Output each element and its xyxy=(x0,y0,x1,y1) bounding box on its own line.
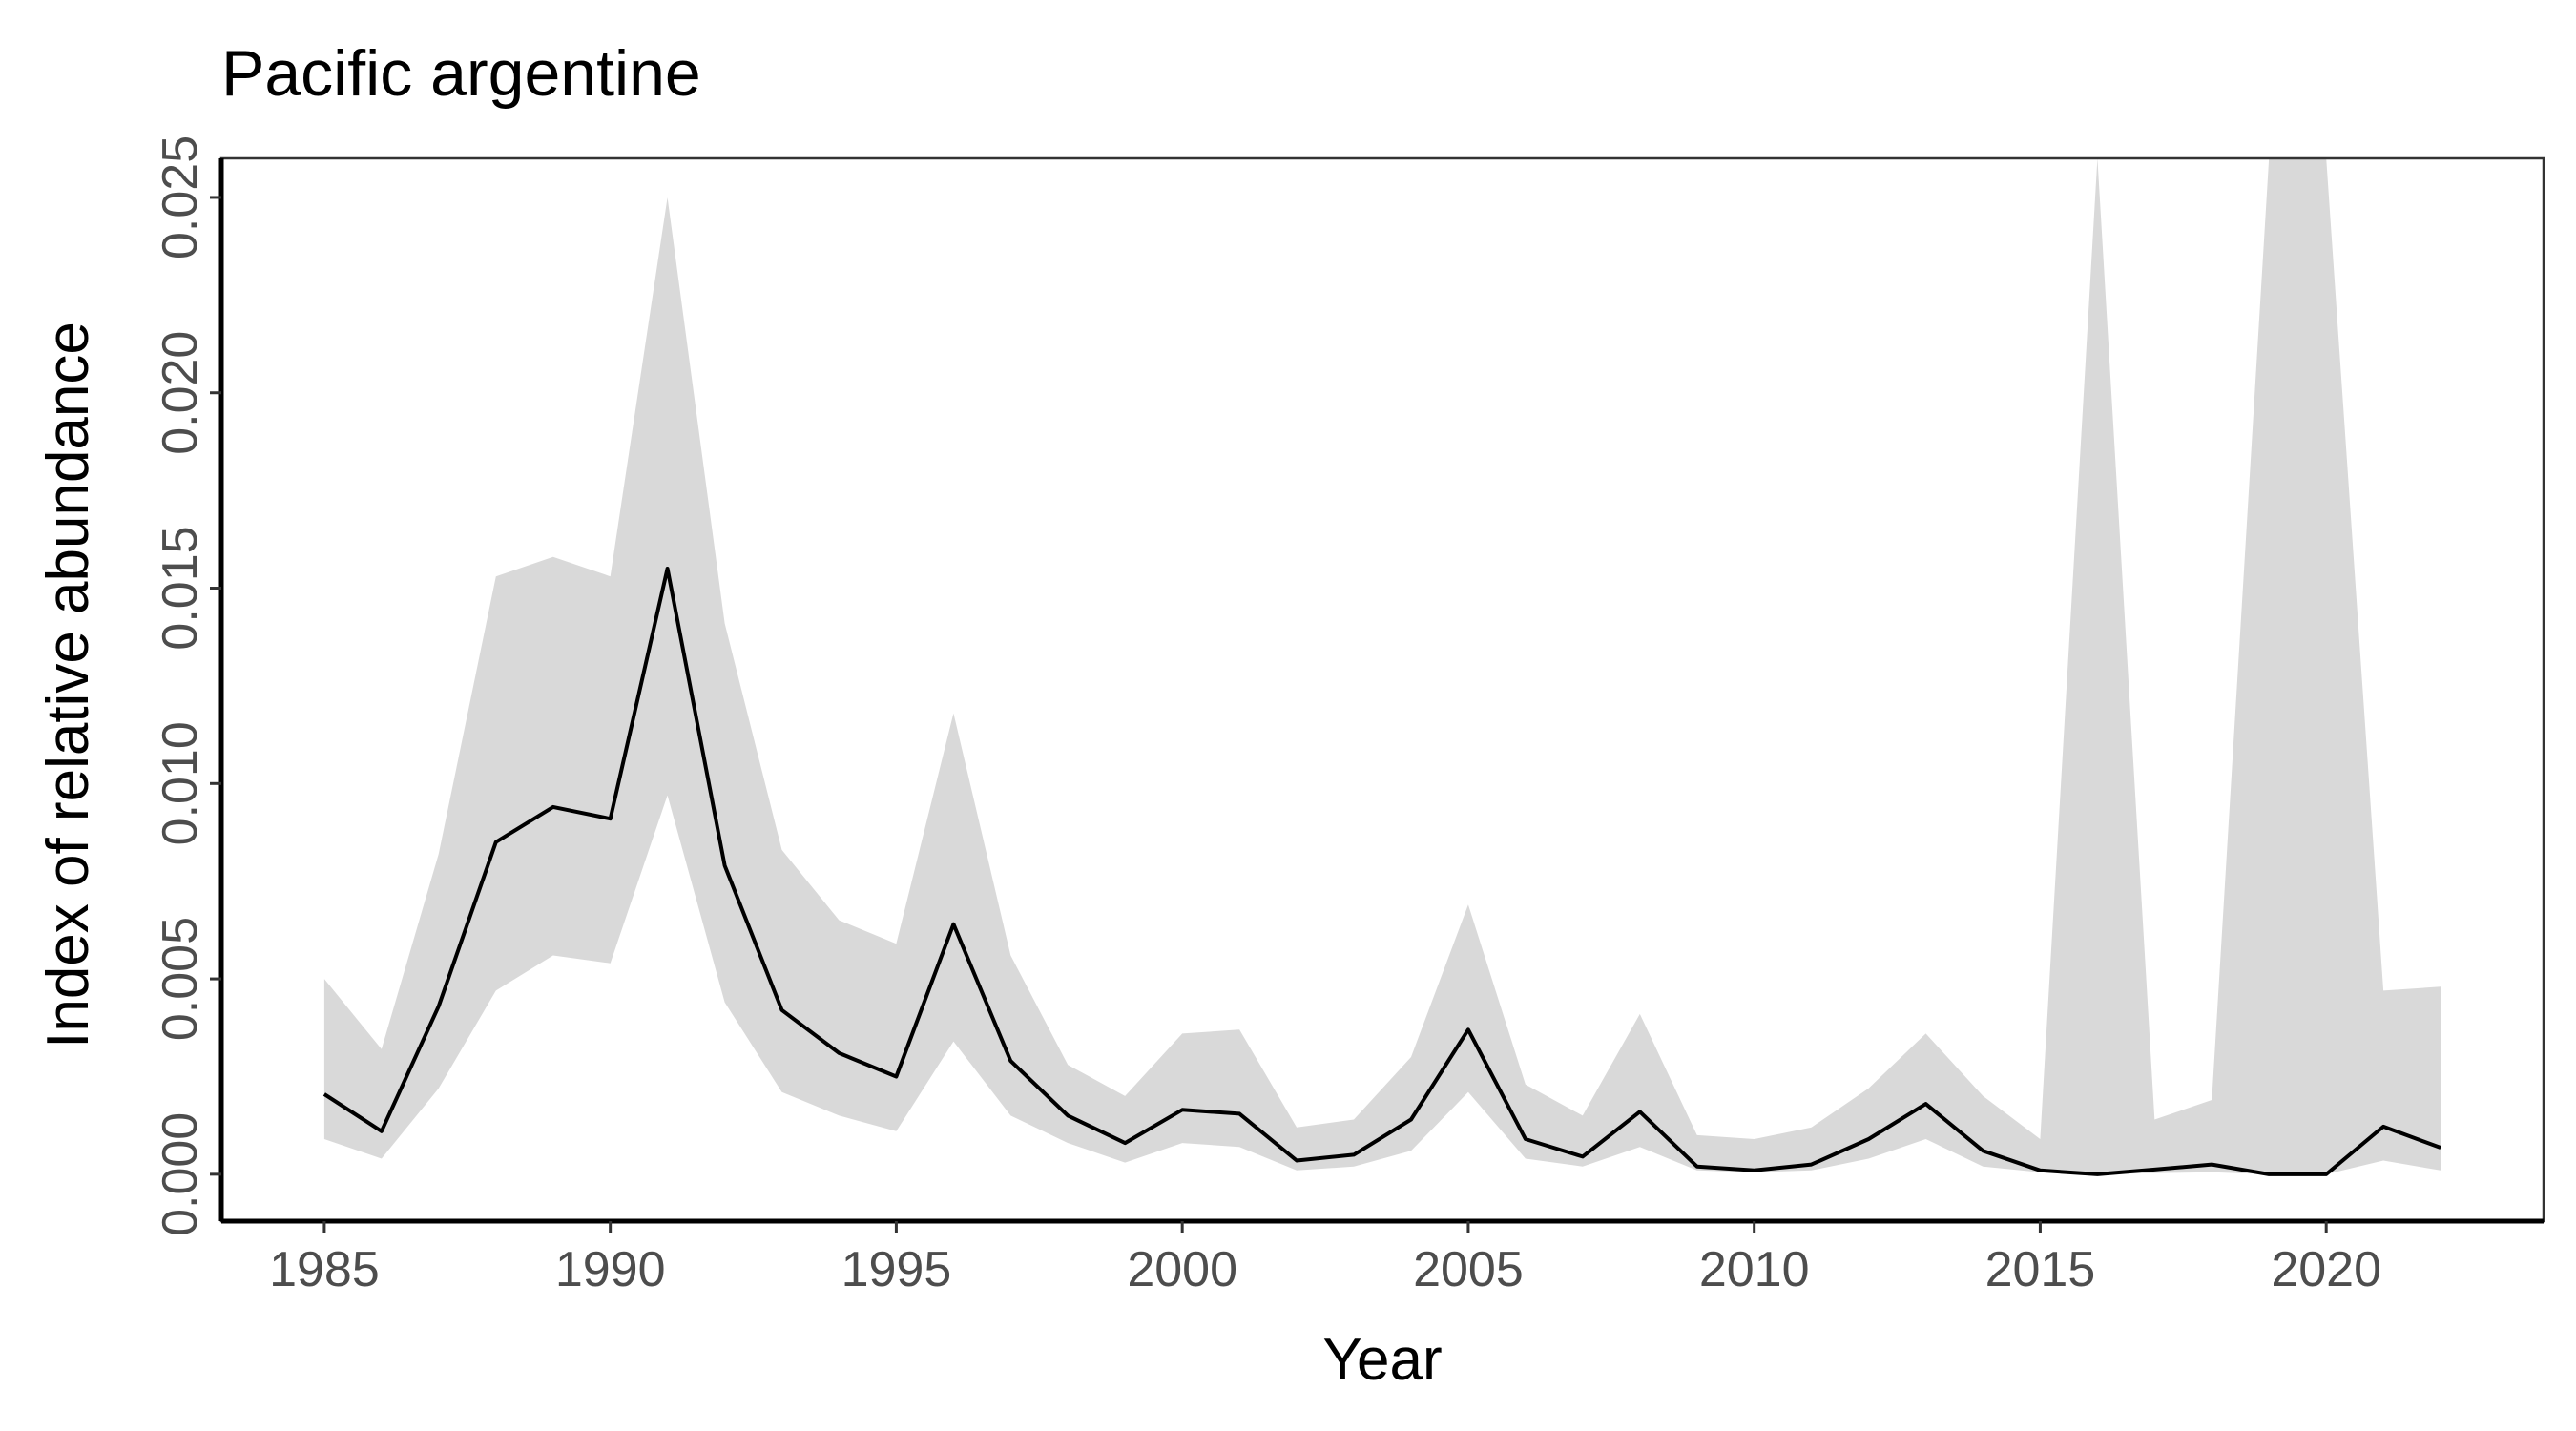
x-tick-label: 1995 xyxy=(841,1242,952,1297)
plot-area xyxy=(219,156,2545,1223)
y-tick-label: 0.020 xyxy=(153,331,208,455)
y-tick-label: 0.000 xyxy=(153,1112,208,1236)
x-axis-title: Year xyxy=(1322,1327,1442,1393)
x-tick-label: 2020 xyxy=(2271,1242,2381,1297)
x-tick-label: 2005 xyxy=(1413,1242,1524,1297)
x-tick-label: 2010 xyxy=(1699,1242,1810,1297)
y-tick-label: 0.010 xyxy=(153,721,208,845)
confidence-ribbon-layer xyxy=(323,158,2441,1174)
x-tick-label: 2000 xyxy=(1127,1242,1237,1297)
y-ticks: 0.000 0.005 0.010 0.015 0.020 0.025 xyxy=(153,135,221,1236)
index-line-layer xyxy=(322,567,2441,1176)
confidence-ribbon xyxy=(323,158,2441,1174)
x-tick-label: 1985 xyxy=(269,1242,380,1297)
chart-title: Pacific argentine xyxy=(221,37,701,110)
y-axis-title: Index of relative abundance xyxy=(35,321,101,1048)
y-tick-label: 0.015 xyxy=(153,526,208,650)
x-tick-label: 1990 xyxy=(555,1242,666,1297)
y-axis: 0.000 0.005 0.010 0.015 0.020 0.025 xyxy=(153,135,224,1236)
x-ticks: 1985 1990 1995 2000 2005 2010 2015 2020 xyxy=(269,1221,2381,1297)
index-line xyxy=(322,567,2441,1176)
y-tick-label: 0.025 xyxy=(153,135,208,259)
x-tick-label: 2015 xyxy=(1985,1242,2096,1297)
y-tick-label: 0.005 xyxy=(153,917,208,1041)
x-axis: 1985 1990 1995 2000 2005 2010 2015 2020 xyxy=(221,1218,2544,1297)
